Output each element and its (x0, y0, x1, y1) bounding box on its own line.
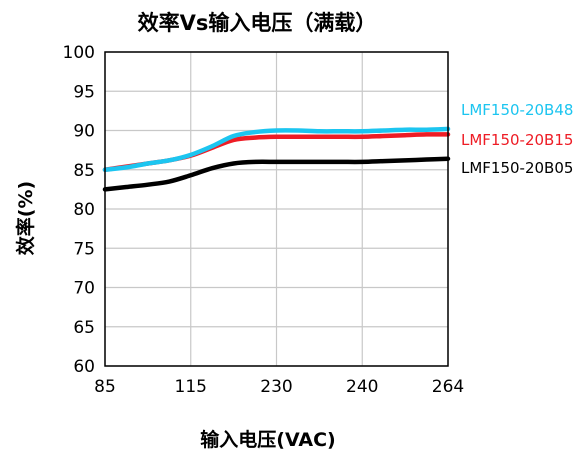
series-line-lmf150-20b48 (102, 126, 451, 172)
y-tick-label: 90 (73, 122, 95, 142)
legend-label-lmf150-20b05: LMF150-20B05 (461, 159, 573, 177)
y-axis-ticks: 60 65 70 75 80 85 90 95 100 (63, 43, 95, 377)
y-tick-label: 95 (73, 82, 95, 102)
plot-frame (104, 51, 449, 367)
x-tick-label: 85 (94, 377, 116, 397)
x-tick-label: 264 (432, 377, 464, 397)
y-tick-label: 80 (73, 200, 95, 220)
y-tick-label: 100 (63, 43, 95, 63)
series-line-lmf150-20b05 (102, 156, 451, 192)
y-tick-label: 75 (73, 239, 95, 259)
x-tick-label: 230 (260, 377, 292, 397)
grid-layer (104, 51, 449, 367)
y-axis-title: 效率(%) (14, 181, 37, 255)
legend-label-lmf150-20b48: LMF150-20B48 (461, 101, 573, 119)
chart-title: 效率Vs输入电压（满载） (138, 11, 377, 35)
legend: LMF150-20B48 LMF150-20B15 LMF150-20B05 (461, 101, 573, 177)
x-tick-label: 115 (175, 377, 207, 397)
x-axis-title: 输入电压(VAC) (200, 428, 335, 451)
x-axis-ticks: 85 115 230 240 264 (94, 377, 464, 397)
legend-label-lmf150-20b15: LMF150-20B15 (461, 131, 573, 149)
y-tick-label: 60 (73, 357, 95, 377)
y-tick-label: 65 (73, 318, 95, 338)
x-tick-label: 240 (346, 377, 378, 397)
y-tick-label: 70 (73, 279, 95, 299)
y-tick-label: 85 (73, 161, 95, 181)
series-layer (102, 126, 451, 192)
